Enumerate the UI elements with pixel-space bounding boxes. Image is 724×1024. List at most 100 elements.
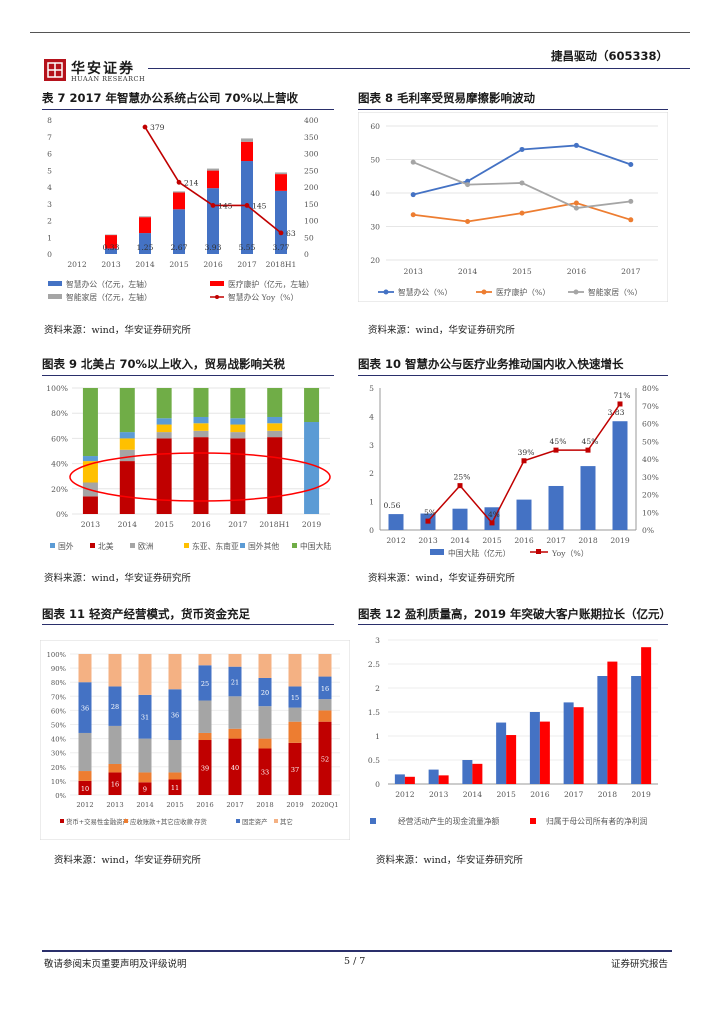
bar-segment-1 xyxy=(258,738,272,749)
figure-9-source: 资料来源：wind，华安证券研究所 xyxy=(44,573,191,584)
bar-segment-3 xyxy=(82,461,98,483)
footer-disclaimer: 敬请参阅末页重要声明及评级说明 xyxy=(44,959,187,970)
yoy-point xyxy=(425,518,431,524)
y-tick-label: 0.5 xyxy=(368,756,380,765)
x-tick-label: 2013 xyxy=(106,801,123,809)
y-tick-label: 7 xyxy=(47,133,52,142)
bar-2 xyxy=(241,138,253,142)
y-tick-label: 4 xyxy=(47,183,52,192)
bar-segment-2 xyxy=(119,449,135,462)
series-point-1 xyxy=(573,200,579,206)
bar xyxy=(484,507,500,530)
bar-0 xyxy=(597,676,608,784)
figure-12-source: 资料来源：wind，华安证券研究所 xyxy=(376,855,523,866)
bar-0 xyxy=(631,676,642,784)
header-top-rule xyxy=(30,32,690,33)
bar-0 xyxy=(428,769,439,784)
bar-segment-3 xyxy=(193,423,209,431)
chart-12-legend: 经营活动产生的现金流量净额 归属于母公司所有者的净利润 xyxy=(370,816,648,826)
chart-12-xticks: 2012 2013 2014 2015 2016 2017 2018 2019 xyxy=(395,790,651,799)
x-tick-label: 2013 xyxy=(404,267,423,276)
bar-segment-4 xyxy=(78,654,92,683)
y-tick-label: 30% xyxy=(51,750,67,758)
bar-segment-2 xyxy=(198,700,212,733)
bar-segment-4 xyxy=(82,456,98,462)
segment-data-label: 31 xyxy=(141,714,149,722)
bar-0 xyxy=(139,233,151,254)
bar-1 xyxy=(207,170,219,189)
x-tick-label: 2014 xyxy=(135,260,154,269)
legend-label-2: 存货 xyxy=(194,817,207,826)
segment-data-label: 52 xyxy=(321,755,329,763)
bar-1 xyxy=(607,661,618,784)
segment-data-label: 25 xyxy=(201,680,209,688)
series-point-1 xyxy=(519,210,525,216)
chart-11-xticks: 2012 2013 2014 2015 2016 2017 2018 2019 2020Q1 xyxy=(76,801,338,809)
legend-office-yoy: 智慧办公 Yoy（%） xyxy=(228,292,298,302)
y-tick-label: 90% xyxy=(51,665,67,673)
x-tick-label: 2013 xyxy=(418,536,437,545)
bar-segment-2 xyxy=(230,432,246,439)
segment-data-label: 28 xyxy=(111,703,119,711)
y-tick-label: 0% xyxy=(55,792,66,800)
bar-data-label: 0.33 xyxy=(103,243,120,252)
legend-medical: 医疗康护（亿元，左轴） xyxy=(228,279,314,289)
bar-segment-1 xyxy=(198,732,212,741)
legend-label-0: 国外 xyxy=(58,541,74,551)
y2-tick-label: 50 xyxy=(304,233,314,242)
legend-label-1: 应收账款+其它应收款 xyxy=(130,817,193,826)
y-tick-label: 1 xyxy=(369,498,374,507)
x-tick-label: 2017 xyxy=(546,536,565,545)
bar-segment-5 xyxy=(156,388,172,419)
bar-segment-5 xyxy=(267,388,283,417)
yoy-point xyxy=(142,124,148,130)
y-tick-label: 100% xyxy=(47,651,67,659)
legend-swatch-1 xyxy=(124,819,128,823)
yoy-point xyxy=(176,179,182,185)
bar-segment-1 xyxy=(138,772,152,783)
company-title: 捷昌驱动（605338） xyxy=(550,49,668,63)
y-tick-label: 4 xyxy=(369,412,374,421)
bar-segment-4 xyxy=(168,654,182,690)
x-tick-label: 2014 xyxy=(458,267,477,276)
bar-0 xyxy=(462,760,473,784)
yoy-data-label: 45% xyxy=(550,437,567,446)
series-point-2 xyxy=(628,198,634,204)
segment-data-label: 33 xyxy=(261,769,269,777)
x-tick-label: 2015 xyxy=(169,260,188,269)
x-tick-label: 2016 xyxy=(567,267,586,276)
bar-2 xyxy=(207,168,219,171)
bar-segment-2 xyxy=(78,732,92,772)
chart-10-line: 5% 25% 4% 39% 45% 45% 71% xyxy=(424,391,630,526)
bar-1 xyxy=(472,763,483,784)
y-tick-label: 60 xyxy=(370,122,380,131)
y-tick-label: 40% xyxy=(51,736,67,744)
legend-swatch-3 xyxy=(236,819,240,823)
series-point-2 xyxy=(465,182,471,188)
legend-swatch-0 xyxy=(60,819,64,823)
series-line-0 xyxy=(412,144,632,196)
bar-data-label: 3.77 xyxy=(273,243,290,252)
segment-data-label: 20 xyxy=(261,689,269,697)
bar-segment-0 xyxy=(304,422,320,514)
x-tick-label: 2015 xyxy=(496,790,515,799)
y2-tick-label: 30% xyxy=(642,473,659,482)
y-tick-label: 20% xyxy=(51,764,67,772)
legend-label-0: 货币+交易性金融资产 xyxy=(66,817,129,826)
bar-data-label: 3.93 xyxy=(205,243,222,252)
bar-1 xyxy=(573,707,584,784)
bar xyxy=(612,421,628,530)
figure-7-title: 表 7 2017 年智慧办公系统占公司 70%以上营收 xyxy=(42,91,299,105)
y-tick-label: 2 xyxy=(369,469,374,478)
yoy-data-label: 39% xyxy=(518,448,535,457)
bar-segment-4 xyxy=(258,654,272,678)
bar-segment-0 xyxy=(108,772,122,795)
y2-tick-label: 200 xyxy=(304,183,319,192)
logo-text-cn: 华安证券 xyxy=(71,61,135,77)
bar-segment-4 xyxy=(138,654,152,695)
bar-segment-3 xyxy=(318,676,332,700)
bar-segment-3 xyxy=(288,686,302,708)
legend-office-margin: 智慧办公（%） xyxy=(398,287,452,297)
y-tick-label: 3 xyxy=(375,636,380,645)
bar-1 xyxy=(641,647,652,784)
